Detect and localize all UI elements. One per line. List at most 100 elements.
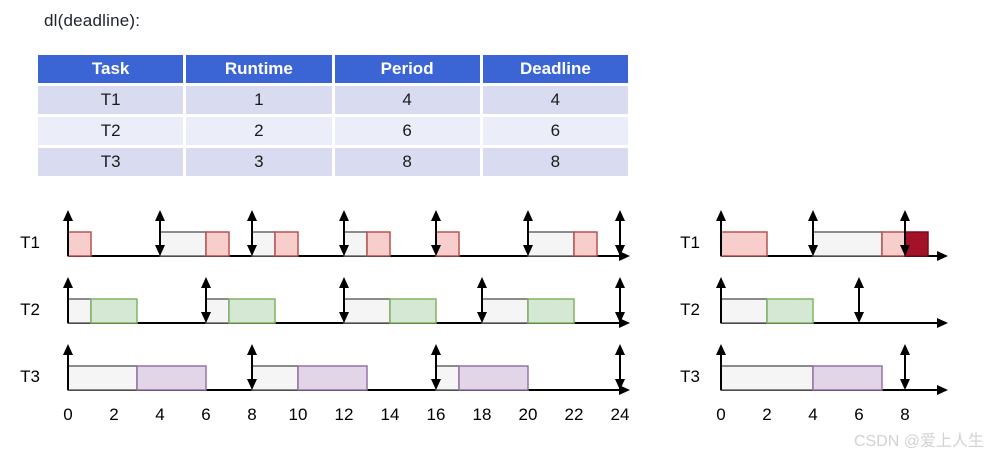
release-deadline-arrow-down-head <box>339 245 349 256</box>
tick-label: 16 <box>427 405 446 424</box>
t1-wait-box <box>343 231 368 257</box>
release-deadline-arrow-up-head <box>477 277 487 288</box>
release-deadline-arrow-up-head <box>339 210 349 221</box>
t1-run-box <box>720 231 768 257</box>
release-deadline-arrow-down-head <box>900 245 910 256</box>
release-deadline-arrow-up-head <box>523 210 533 221</box>
t3-wait-box <box>435 365 460 391</box>
t2-wait-box <box>720 298 768 324</box>
tick-label: 4 <box>808 405 817 424</box>
tick-label: 22 <box>565 405 584 424</box>
release-deadline-arrow-up-head <box>431 210 441 221</box>
t2-wait-box <box>67 298 92 324</box>
table-header-row: Task Runtime Period Deadline <box>38 55 628 83</box>
release-axis-arrowhead <box>63 344 73 355</box>
time-axis-arrowhead <box>937 251 948 261</box>
row-label-t3: T3 <box>680 367 700 386</box>
t3-wait-box <box>720 365 814 391</box>
time-axis-arrowhead <box>619 385 630 395</box>
release-deadline-arrow-down-head <box>808 245 818 256</box>
tick-label: 8 <box>900 405 909 424</box>
tick-label: 8 <box>247 405 256 424</box>
tick-label: 12 <box>335 405 354 424</box>
page-title: dl(deadline): <box>44 11 141 30</box>
table-cell: T3 <box>38 148 184 176</box>
release-deadline-arrow-down-head <box>155 245 165 256</box>
column-header-deadline: Deadline <box>482 55 628 83</box>
t3-wait-box <box>251 365 299 391</box>
tick-label: 2 <box>109 405 118 424</box>
t1-run-box <box>205 231 230 257</box>
release-deadline-arrow-down-head <box>900 379 910 390</box>
t3-run-box <box>297 365 368 391</box>
table-row: T3 3 8 8 <box>38 148 628 176</box>
release-deadline-arrow-down-head <box>247 245 257 256</box>
release-deadline-arrow-down-head <box>247 379 257 390</box>
release-deadline-arrow-down-head <box>854 312 864 323</box>
release-deadline-arrow-up-head <box>155 210 165 221</box>
release-deadline-arrow-down-head <box>431 245 441 256</box>
t1-miss-box <box>904 231 929 257</box>
tick-label: 2 <box>762 405 771 424</box>
release-deadline-arrow-up-head <box>808 210 818 221</box>
release-axis-arrowhead <box>716 210 726 221</box>
table-cell: 4 <box>334 86 480 114</box>
time-axis-arrowhead <box>937 318 948 328</box>
t1-wait-box <box>527 231 575 257</box>
release-deadline-arrow-down-head <box>477 312 487 323</box>
tick-label: 6 <box>854 405 863 424</box>
table-cell: 2 <box>186 117 332 145</box>
release-deadline-arrow-down-head <box>615 245 625 256</box>
t1-wait-box <box>812 231 883 257</box>
release-deadline-arrow-up-head <box>854 277 864 288</box>
time-axis-arrowhead <box>937 385 948 395</box>
t1-run-box <box>881 231 906 257</box>
column-header-runtime: Runtime <box>186 55 332 83</box>
release-deadline-arrow-down-head <box>615 379 625 390</box>
watermark: CSDN @爱上人生 <box>853 433 984 450</box>
table-cell: T2 <box>38 117 184 145</box>
tick-label: 20 <box>519 405 538 424</box>
tick-label: 6 <box>201 405 210 424</box>
t3-run-box <box>458 365 529 391</box>
t1-run-box <box>435 231 460 257</box>
t1-run-box <box>67 231 92 257</box>
tick-label: 4 <box>155 405 164 424</box>
t2-run-box <box>228 298 276 324</box>
release-deadline-arrow-down-head <box>615 312 625 323</box>
t2-wait-box <box>343 298 391 324</box>
t3-run-box <box>812 365 883 391</box>
release-deadline-arrow-up-head <box>247 344 257 355</box>
table-cell: 6 <box>334 117 480 145</box>
row-label-t2: T2 <box>20 300 40 319</box>
release-deadline-arrow-up-head <box>900 344 910 355</box>
table-body: T1 1 4 4 T2 2 6 6 T3 3 8 8 <box>38 86 628 176</box>
t1-run-box <box>366 231 391 257</box>
time-axis-arrowhead <box>619 251 630 261</box>
release-deadline-arrow-up-head <box>615 344 625 355</box>
t3-wait-box <box>67 365 138 391</box>
table-cell: 4 <box>482 86 628 114</box>
release-deadline-arrow-down-head <box>201 312 211 323</box>
release-deadline-arrow-up-head <box>615 277 625 288</box>
row-label-t3: T3 <box>20 367 40 386</box>
table-cell: 8 <box>334 148 480 176</box>
table-cell: 1 <box>186 86 332 114</box>
row-label-t2: T2 <box>680 300 700 319</box>
t2-wait-box <box>481 298 529 324</box>
tick-label: 10 <box>289 405 308 424</box>
time-axis-arrowhead <box>619 318 630 328</box>
table-row: T2 2 6 6 <box>38 117 628 145</box>
release-deadline-arrow-down-head <box>431 379 441 390</box>
release-deadline-arrow-up-head <box>900 210 910 221</box>
release-deadline-arrow-down-head <box>523 245 533 256</box>
release-deadline-arrow-up-head <box>615 210 625 221</box>
tick-label: 14 <box>381 405 400 424</box>
release-deadline-arrow-up-head <box>431 344 441 355</box>
t2-run-box <box>90 298 138 324</box>
task-table: Task Runtime Period Deadline T1 1 4 4 T2 2 6 6 T3 3 8… <box>35 52 631 179</box>
table-cell: 8 <box>482 148 628 176</box>
row-label-t1: T1 <box>680 233 700 252</box>
table-row: T1 1 4 4 <box>38 86 628 114</box>
